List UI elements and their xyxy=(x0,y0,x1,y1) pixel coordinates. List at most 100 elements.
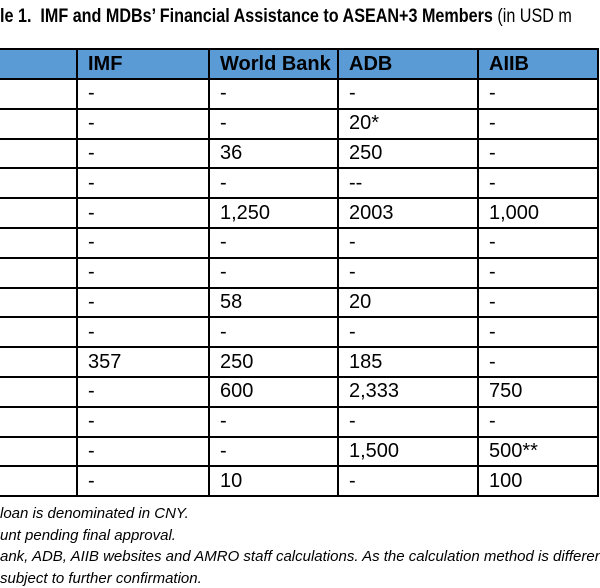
table-cell: - xyxy=(76,137,210,170)
table-cell xyxy=(0,375,78,408)
table-cell: - xyxy=(76,435,210,468)
table-cell: - xyxy=(477,256,599,289)
table-cell: 1,000 xyxy=(477,197,599,229)
table-cell: - xyxy=(76,226,210,259)
table-cell xyxy=(0,256,78,289)
footnote-line: unt pending final approval. xyxy=(0,526,176,544)
table-cell: 185 xyxy=(337,346,479,378)
table-cell: - xyxy=(76,78,210,110)
table-row: - -20* - xyxy=(0,107,599,140)
table-cell: - xyxy=(208,107,339,140)
table-cell: - xyxy=(477,137,599,170)
table-cell: - xyxy=(337,465,479,498)
column-header-adb: ADB xyxy=(337,48,479,80)
table-cell: - xyxy=(76,465,210,498)
table-cell: - xyxy=(76,256,210,289)
table-cell: - xyxy=(337,256,479,289)
table-cell: - xyxy=(76,375,210,408)
table-cell: - xyxy=(76,107,210,140)
table-cell: 58 xyxy=(208,286,339,319)
table-cell: - xyxy=(208,226,339,259)
footnote-line: ank, ADB, AIIB websites and AMRO staff c… xyxy=(0,548,600,565)
table-row: -58 20- xyxy=(0,286,599,319)
table-row: ---- xyxy=(0,316,599,349)
table-cell xyxy=(0,465,78,498)
table-cell xyxy=(0,286,78,319)
table-cell: 36 xyxy=(208,137,339,170)
table-row: 357 250 185- xyxy=(0,346,599,378)
table-row: - - -- - xyxy=(0,167,599,200)
table-row: -600 2,333 750 xyxy=(0,375,599,408)
table-cell: - xyxy=(208,256,339,289)
column-header-country xyxy=(0,48,78,80)
table-cell: - xyxy=(76,197,210,229)
table-cell: 250 xyxy=(337,137,479,170)
table-row: ---- xyxy=(0,405,599,438)
table-cell: - xyxy=(477,346,599,378)
table-cell: - xyxy=(208,435,339,468)
table-row: -1,250 2003 1,000 xyxy=(0,197,599,229)
table-cell xyxy=(0,167,78,200)
table-cell: - xyxy=(208,405,339,438)
table-cell: - xyxy=(477,107,599,140)
table-cell: 750 xyxy=(477,375,599,408)
table-cell: - xyxy=(477,405,599,438)
table-cell xyxy=(0,435,78,468)
table-row: - -1,500 500** xyxy=(0,435,599,468)
table-row: -10-100 xyxy=(0,465,599,498)
table-title-unit: (in USD m xyxy=(492,6,572,27)
header-row: IMF World Bank ADB AIIB xyxy=(0,48,599,80)
table-body: - - - - - -20* - -36 250- - - -- - -1,250 2003 1,000- - -… xyxy=(0,78,599,498)
table-cell: 100 xyxy=(477,465,599,498)
table-cell: - xyxy=(477,226,599,259)
table-cell: - xyxy=(76,405,210,438)
table-cell: - xyxy=(208,316,339,349)
footnote-line: loan is denominated in CNY. xyxy=(0,505,189,522)
footnotes: loan is denominated in CNY. unt pending f… xyxy=(0,503,600,588)
table-cell: - xyxy=(208,78,339,110)
table-row: -36 250- xyxy=(0,137,599,170)
table-cell: -- xyxy=(337,167,479,200)
table-cell: - xyxy=(477,316,599,349)
financial-assistance-table: IMF World Bank ADB AIIB - - - - - -20* - -36 250… xyxy=(0,48,599,498)
table-cell: 2003 xyxy=(337,197,479,229)
table-cell: 2,333 xyxy=(337,375,479,408)
table-row: ---- xyxy=(0,256,599,289)
table-cell: 1,250 xyxy=(208,197,339,229)
table-row: ---- xyxy=(0,78,599,110)
table-cell: - xyxy=(208,167,339,200)
table-cell: - xyxy=(76,167,210,200)
table-cell xyxy=(0,78,78,110)
table-cell: - xyxy=(76,316,210,349)
table-cell: - xyxy=(477,286,599,319)
table-cell xyxy=(0,316,78,349)
table-cell: - xyxy=(337,78,479,110)
table-cell xyxy=(0,346,78,378)
table-cell: 600 xyxy=(208,375,339,408)
column-header-imf: IMF xyxy=(76,48,210,80)
table-cell: 1,500 xyxy=(337,435,479,468)
table-cell xyxy=(0,226,78,259)
table-cell: - xyxy=(337,226,479,259)
table-cell xyxy=(0,107,78,140)
column-header-world-bank: World Bank xyxy=(208,48,339,80)
table-cell: 20* xyxy=(337,107,479,140)
table-cell: - xyxy=(477,167,599,200)
table-row: ---- xyxy=(0,226,599,259)
table-cell: 357 xyxy=(76,346,210,378)
table-cell: - xyxy=(76,286,210,319)
table-cell xyxy=(0,197,78,229)
table-cell xyxy=(0,137,78,170)
footnote-line: subject to further confirmation. xyxy=(0,569,202,587)
table-cell: 250 xyxy=(208,346,339,378)
table-cell: - xyxy=(337,316,479,349)
table-cell xyxy=(0,405,78,438)
table-cell: - xyxy=(477,78,599,110)
table-cell: 10 xyxy=(208,465,339,498)
table-cell: 500** xyxy=(477,435,599,468)
table-title: le 1. IMF and MDBs’ Financial Assistance… xyxy=(0,6,572,28)
table-cell: - xyxy=(337,405,479,438)
table-cell: 20 xyxy=(337,286,479,319)
column-header-aiib: AIIB xyxy=(477,48,599,80)
